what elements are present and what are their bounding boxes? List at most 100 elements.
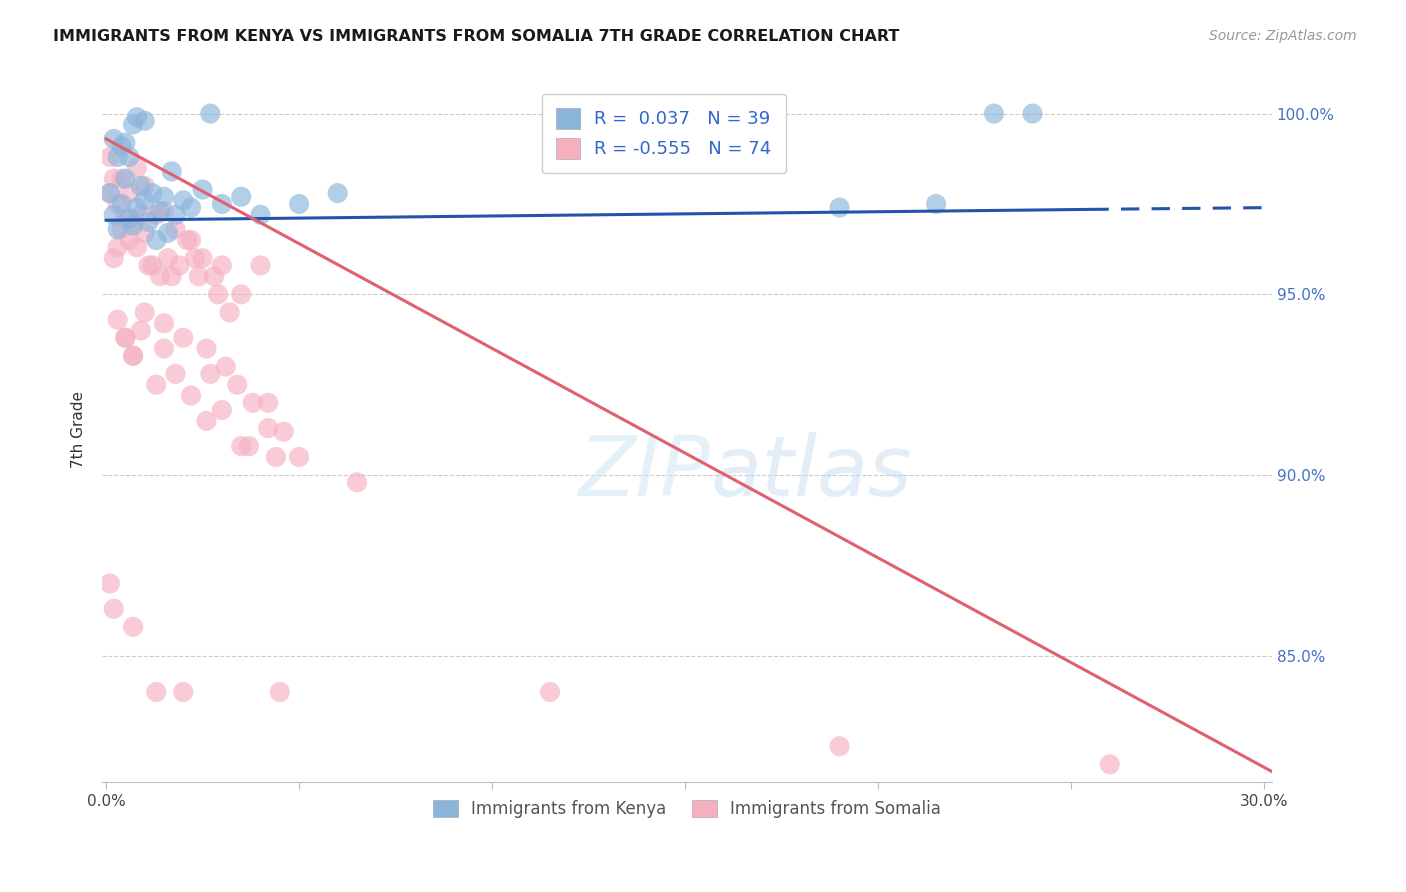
Point (211, 197, 233, 211)
Point (134, 178, 156, 193)
Point (145, 377, 167, 392)
Point (107, 312, 129, 326)
Legend: Immigrants from Kenya, Immigrants from Somalia: Immigrants from Kenya, Immigrants from S… (426, 793, 948, 825)
Point (138, 215, 160, 229)
Point (160, 269, 183, 284)
Point (538, 685, 561, 699)
Text: Source: ZipAtlas.com: Source: ZipAtlas.com (1209, 29, 1357, 43)
Point (122, 215, 145, 229)
Point (103, 251, 125, 265)
Point (114, 211, 136, 226)
Point (165, 222, 187, 236)
Point (103, 208, 125, 222)
Point (98, 186, 121, 201)
Point (1098, 757, 1121, 772)
Point (145, 208, 167, 222)
Point (172, 194, 194, 208)
Point (180, 201, 202, 215)
Point (153, 204, 176, 219)
Point (207, 287, 229, 301)
Point (156, 251, 179, 265)
Point (257, 396, 280, 410)
Point (118, 211, 141, 226)
Point (264, 450, 287, 464)
Point (169, 259, 191, 273)
Point (211, 403, 233, 417)
Point (118, 150, 141, 164)
Point (134, 226, 156, 240)
Point (231, 287, 253, 301)
Point (114, 171, 136, 186)
Point (153, 342, 176, 356)
Point (134, 194, 156, 208)
Point (288, 450, 311, 464)
Point (149, 204, 172, 219)
Point (195, 414, 218, 428)
Point (153, 190, 176, 204)
Point (118, 233, 141, 247)
Point (828, 739, 851, 754)
Point (98, 186, 121, 201)
Point (145, 233, 167, 247)
Point (103, 602, 125, 616)
Text: IMMIGRANTS FROM KENYA VS IMMIGRANTS FROM SOMALIA 7TH GRADE CORRELATION CHART: IMMIGRANTS FROM KENYA VS IMMIGRANTS FROM… (53, 29, 900, 44)
Point (218, 305, 240, 319)
Point (184, 251, 207, 265)
Point (983, 106, 1005, 120)
Point (129, 324, 152, 338)
Text: atlas: atlas (710, 432, 912, 513)
Point (110, 139, 132, 153)
Point (165, 367, 187, 381)
Point (110, 171, 132, 186)
Point (231, 190, 253, 204)
Point (828, 201, 851, 215)
Point (187, 269, 209, 284)
Point (107, 240, 129, 254)
Point (257, 421, 280, 435)
Point (107, 197, 129, 211)
Point (200, 106, 222, 120)
Point (122, 349, 145, 363)
Point (191, 182, 214, 196)
Point (134, 305, 156, 319)
Point (125, 161, 148, 175)
Point (165, 208, 187, 222)
Point (326, 186, 349, 201)
Point (114, 331, 136, 345)
Point (98, 576, 121, 591)
Point (1021, 106, 1043, 120)
Point (110, 222, 132, 236)
Point (172, 331, 194, 345)
Point (141, 259, 163, 273)
Point (202, 269, 225, 284)
Point (269, 685, 291, 699)
Point (141, 186, 163, 201)
Point (191, 251, 214, 265)
Point (122, 349, 145, 363)
Point (103, 171, 125, 186)
Point (122, 620, 145, 634)
Text: ZIP: ZIP (578, 432, 710, 513)
Point (107, 150, 129, 164)
Point (110, 197, 132, 211)
Point (211, 259, 233, 273)
Point (122, 219, 145, 233)
Point (231, 439, 253, 453)
Point (114, 331, 136, 345)
Point (129, 178, 152, 193)
Point (118, 186, 141, 201)
Point (125, 240, 148, 254)
Point (215, 359, 238, 374)
Point (160, 164, 183, 178)
Point (925, 197, 948, 211)
Point (156, 226, 179, 240)
Point (226, 377, 249, 392)
Point (238, 439, 260, 453)
Point (149, 269, 172, 284)
Point (134, 113, 156, 128)
Point (180, 233, 202, 247)
Point (249, 259, 271, 273)
Point (122, 118, 145, 132)
Point (103, 132, 125, 146)
Point (180, 388, 202, 402)
